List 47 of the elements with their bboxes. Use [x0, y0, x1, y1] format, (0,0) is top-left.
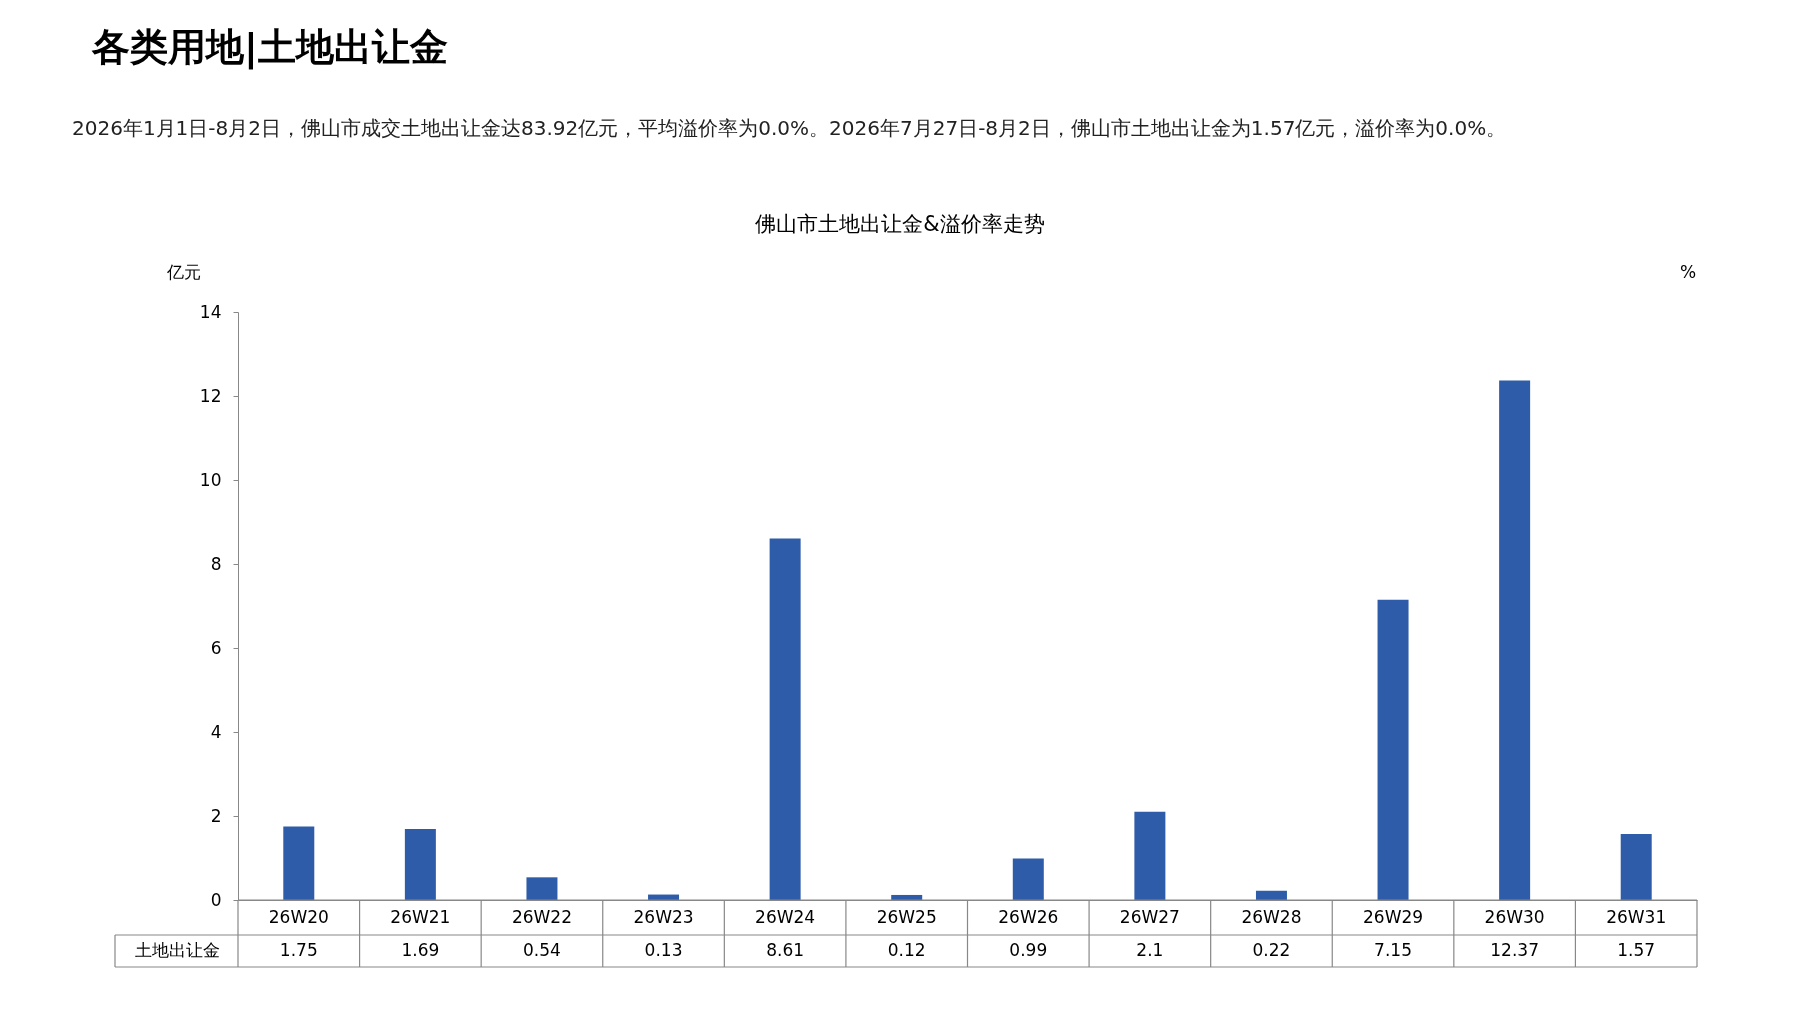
data-label: 12.37 [1490, 940, 1539, 960]
data-label: 0.22 [1252, 940, 1291, 960]
bar [404, 829, 436, 900]
y-tick-label: 12 [199, 385, 222, 406]
y-tick-label: 8 [210, 553, 222, 574]
x-tick-label: 26W27 [1119, 906, 1180, 927]
data-label: 7.15 [1374, 940, 1412, 960]
bar [1499, 380, 1531, 900]
data-label: 0.13 [644, 940, 683, 960]
data-label: 0.54 [523, 940, 561, 960]
data-label: 1.75 [279, 940, 318, 960]
x-tick-label: 26W20 [268, 906, 329, 927]
y-tick-label: 6 [210, 637, 222, 658]
chart-title: 各类用地|土地出让金 [91, 25, 448, 70]
x-tick-label: 26W24 [755, 906, 816, 927]
y-axis-title: 亿元 [166, 262, 201, 282]
x-tick-label: 26W30 [1484, 906, 1545, 927]
text: 土地出让金 [134, 940, 220, 960]
y-tick-label: 4 [210, 721, 222, 742]
y-tick-label: 14 [199, 301, 222, 322]
bar [1012, 858, 1044, 900]
x-tick-label: 26W25 [876, 906, 937, 927]
x-tick-label: 26W23 [633, 906, 694, 927]
data-label: 0.99 [1009, 940, 1048, 960]
text: 2026年1月1日-8月2日，佛山市成交土地出让金达83.92亿元，平均溢价率为0.0%。2026年7月27日-8月2日，佛山市土地出让金为1.57亿元，溢价率为0.0%。 [72, 116, 1507, 140]
y2-axis-title: % [1679, 262, 1697, 282]
x-tick-label: 26W29 [1363, 906, 1424, 927]
chart-subtitle: 佛山市土地出让金&溢价率走势 [755, 212, 1045, 236]
y-tick-label: 0 [210, 889, 222, 910]
bar [1377, 599, 1409, 900]
bar [526, 877, 558, 900]
bar [283, 826, 315, 900]
bar [769, 538, 801, 900]
x-tick-label: 26W28 [1241, 906, 1302, 927]
y-tick-label: 2 [210, 805, 222, 826]
bar [1134, 811, 1166, 900]
x-tick-label: 26W22 [511, 906, 572, 927]
y-tick-label: 10 [199, 469, 222, 490]
x-tick-label: 26W31 [1606, 906, 1667, 927]
data-label: 0.12 [887, 940, 926, 960]
data-label: 2.1 [1136, 940, 1164, 960]
data-label: 1.69 [401, 940, 440, 960]
bar [1620, 834, 1652, 900]
data-label: 1.57 [1617, 940, 1656, 960]
x-tick-label: 26W21 [390, 906, 451, 927]
x-tick-label: 26W26 [998, 906, 1059, 927]
data-label: 8.61 [766, 940, 805, 960]
